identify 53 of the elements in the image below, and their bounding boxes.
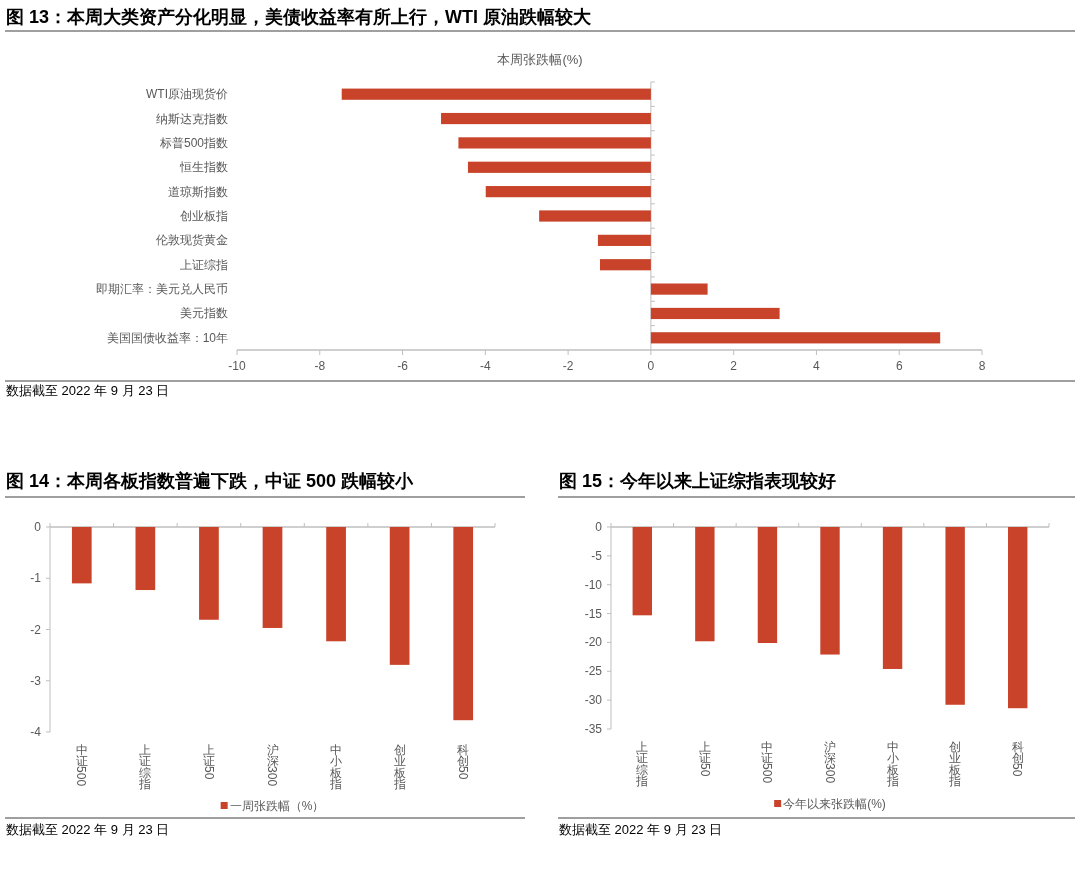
category-label: 美国国债收益率：10年	[106, 330, 228, 345]
y-tick-label: -3	[30, 673, 41, 688]
category-label: 道琼斯指数	[168, 184, 228, 199]
y-tick-label: -10	[584, 577, 602, 592]
x-tick-label: -10	[228, 359, 246, 373]
x-tick-label: 4	[813, 359, 820, 373]
category-label: 中小板指	[330, 742, 343, 792]
category-label: 创业板指	[949, 739, 962, 789]
x-tick-label: -4	[480, 359, 491, 373]
y-tick-label: -4	[30, 725, 41, 739]
annotation: 数据截至 2022 年 9 月 23 日	[559, 822, 723, 837]
y-tick-label: -1	[30, 571, 41, 586]
x-tick-label: 6	[895, 359, 903, 373]
category-label: 恒生指数	[180, 160, 228, 175]
y-tick-label: 0	[34, 520, 41, 534]
x-tick-label: 2	[730, 359, 737, 373]
category-label: 美元指数	[180, 306, 228, 321]
category-label: 科创50	[455, 742, 470, 780]
category-label: 创业板指	[393, 742, 406, 792]
x-tick-label: 0	[647, 359, 655, 373]
y-tick-label: -30	[584, 693, 602, 708]
category-label: 上证综指	[636, 739, 649, 789]
y-tick-label: -25	[584, 664, 602, 679]
y-tick-label: -5	[591, 548, 602, 563]
category-label: 创业板指	[180, 209, 228, 223]
category-label: 标普500指数	[159, 135, 228, 150]
category-label: 上证50	[697, 739, 712, 777]
category-label: 上证综指	[180, 257, 228, 272]
category-label: WTI原油现货价	[146, 87, 228, 102]
x-tick-label: -8	[314, 359, 326, 373]
subtitle: 本周张跌幅(%)	[497, 52, 583, 67]
annotation: 数据截至 2022 年 9 月 23 日	[6, 822, 170, 837]
y-tick-label: -15	[584, 606, 602, 621]
y-tick-label: -20	[584, 635, 602, 650]
title: 图 15：今年以来上证综指表现较好	[559, 471, 837, 491]
category-label: 上证综指	[139, 742, 152, 792]
category-label: 伦敦现货黄金	[156, 233, 228, 248]
category-label: 即期汇率：美元兑人民币	[96, 282, 228, 297]
legend-label: 一周张跌幅（%）	[229, 799, 325, 813]
category-label: 上证50	[201, 742, 216, 780]
title: 图 13：本周大类资产分化明显，美债收益率有所上行，WTI 原油跌幅较大	[6, 7, 591, 27]
category-label: 中小板指	[886, 739, 899, 789]
category-label: 纳斯达克指数	[156, 111, 228, 126]
x-tick-label: -2	[562, 359, 574, 373]
annotation: 数据截至 2022 年 9 月 23 日	[6, 383, 170, 398]
y-tick-label: 0	[595, 520, 602, 534]
x-tick-label: -6	[397, 359, 408, 373]
y-tick-label: -35	[584, 722, 602, 736]
category-label: 科创50	[1010, 739, 1025, 777]
legend-label: 今年以来张跌幅(%)	[783, 797, 886, 811]
x-tick-label: 8	[978, 359, 986, 373]
y-tick-label: -2	[30, 622, 41, 637]
title: 图 14：本周各板指数普遍下跌，中证 500 跌幅较小	[6, 471, 414, 491]
